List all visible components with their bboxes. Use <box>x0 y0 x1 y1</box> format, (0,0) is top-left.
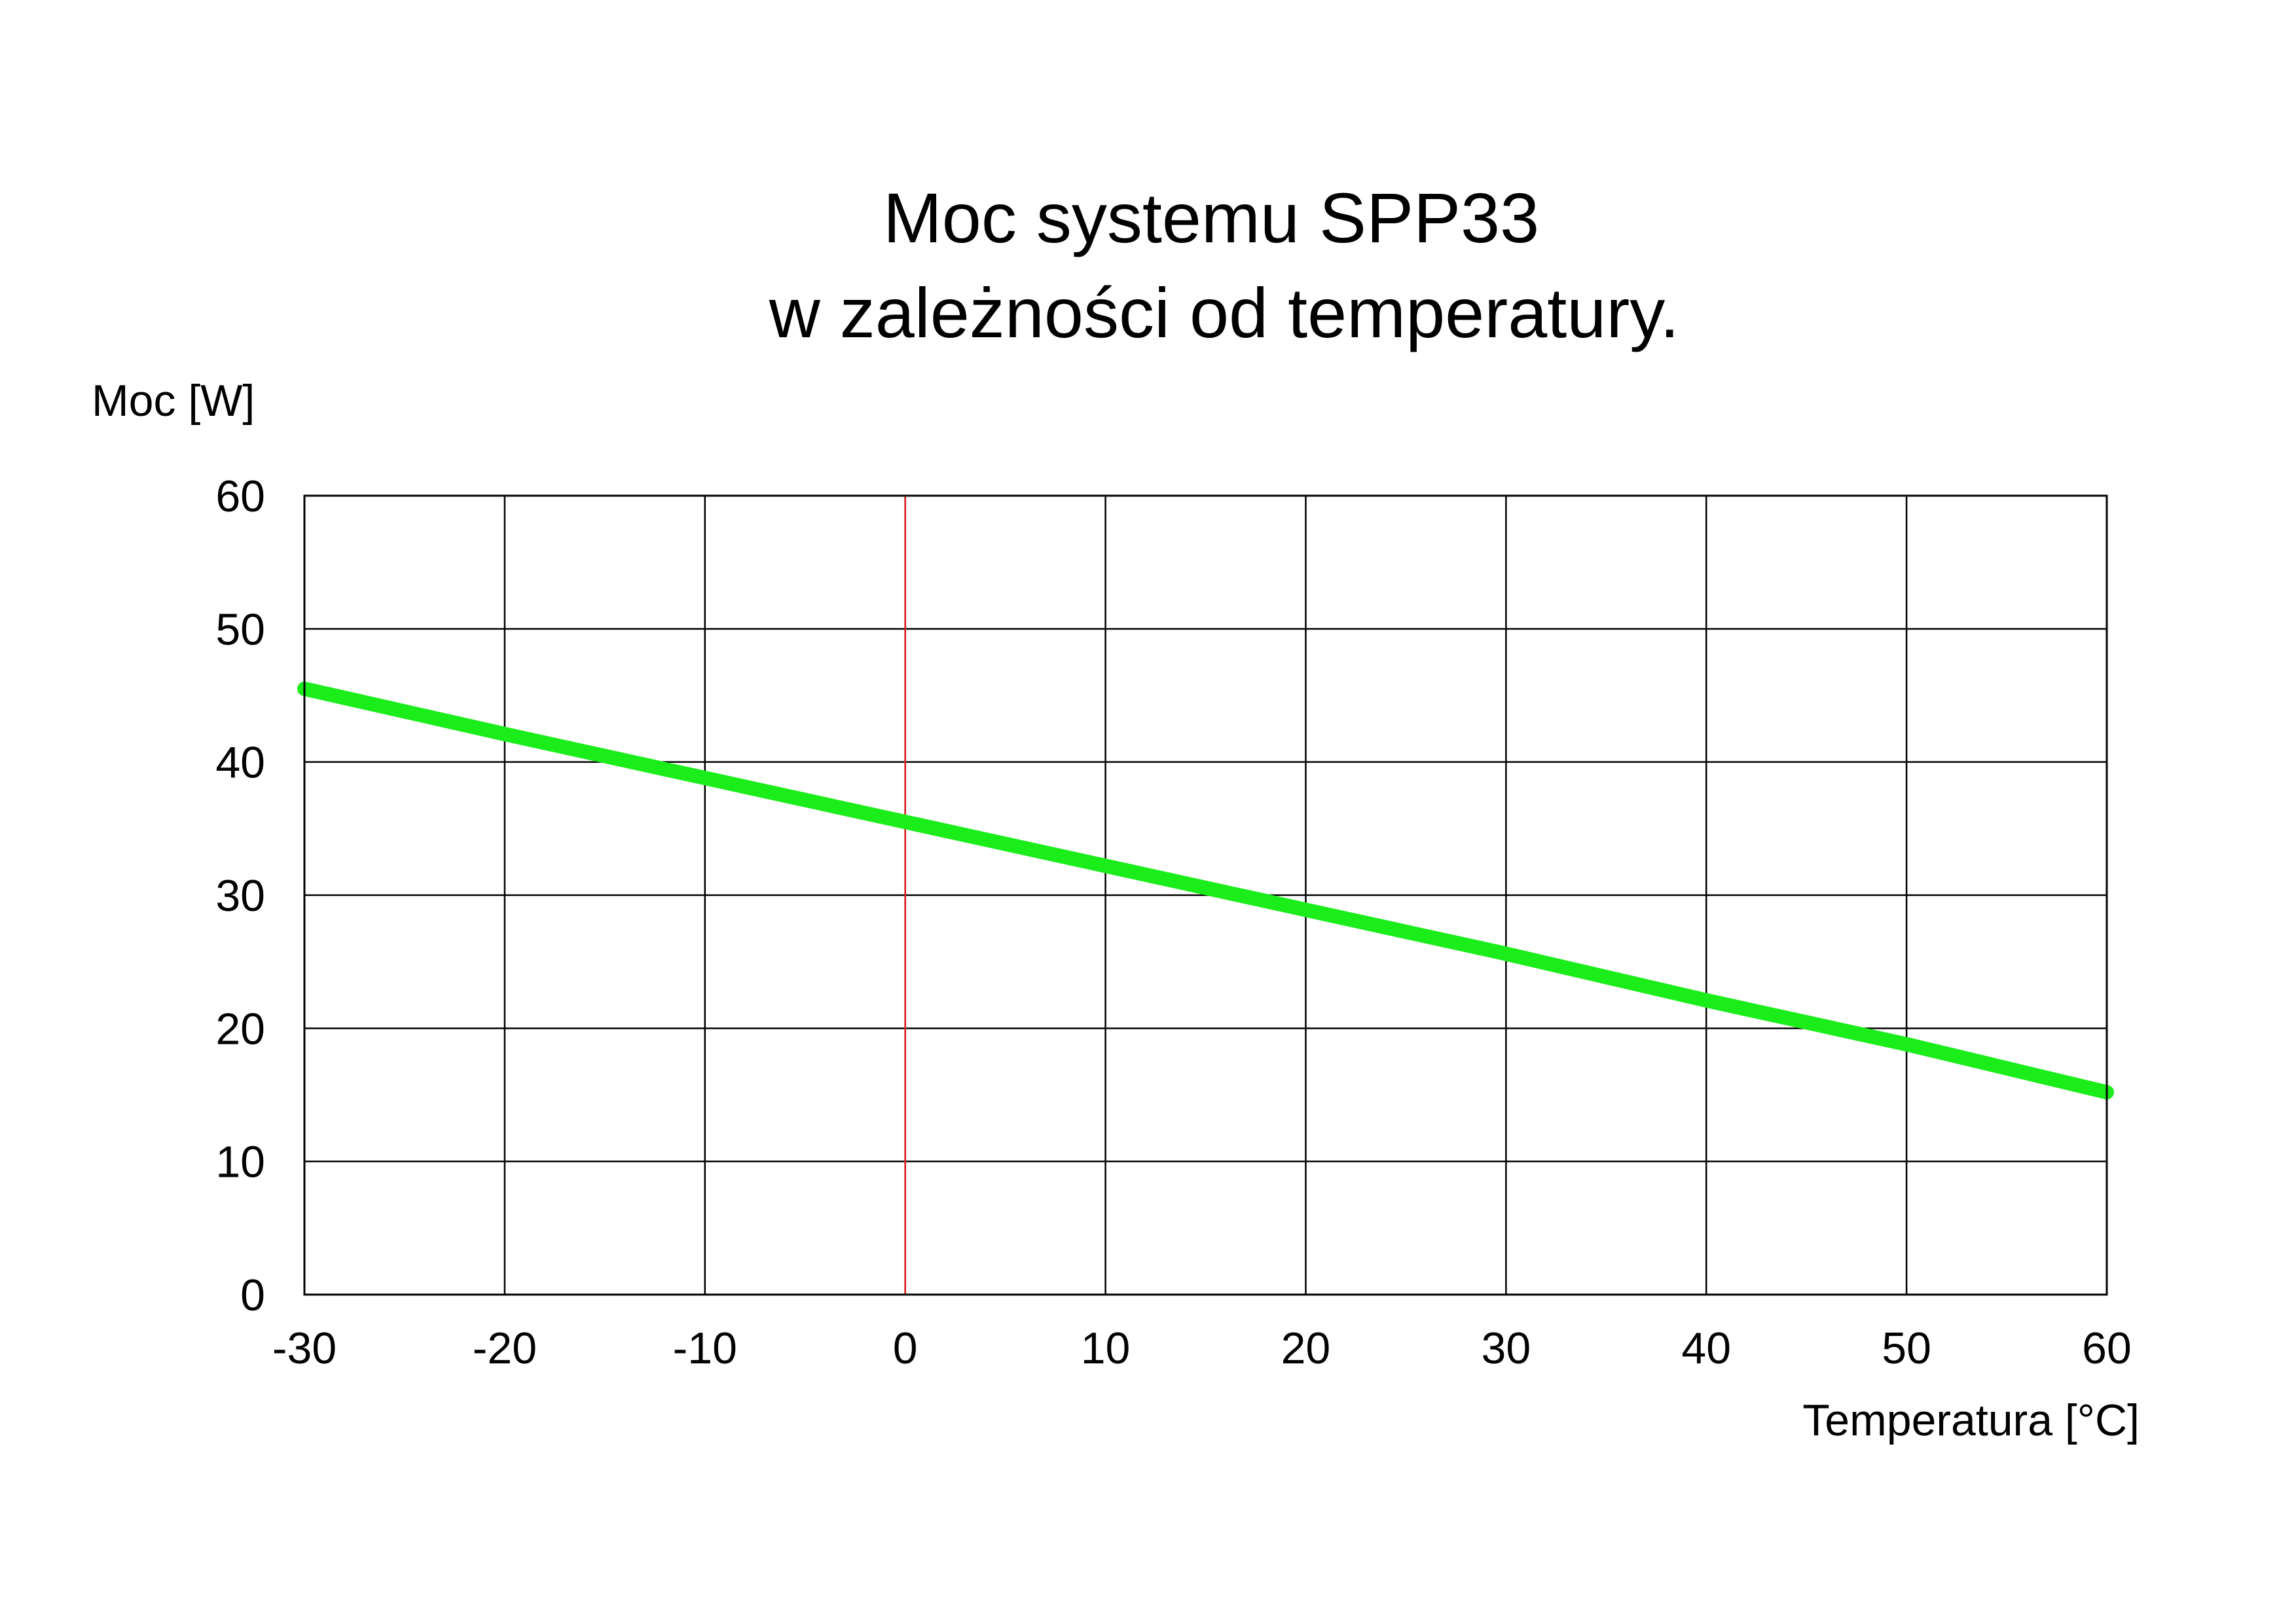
y-tick-labels: 0 10 20 30 40 50 60 <box>215 471 265 1320</box>
series-line <box>297 681 2114 1099</box>
plot-frame <box>303 494 2108 1296</box>
x-tick-label: -30 <box>272 1323 337 1373</box>
y-tick-label: 20 <box>215 1004 265 1054</box>
series-group <box>297 681 2114 1099</box>
x-tick-label: 40 <box>1681 1323 1731 1373</box>
x-tick-label: 60 <box>2082 1323 2132 1373</box>
x-tick-label: 0 <box>893 1323 918 1373</box>
x-tick-label: 30 <box>1482 1323 1531 1373</box>
x-tick-label: 20 <box>1281 1323 1331 1373</box>
chart-title-line-2: w zależności od temperatury. <box>769 273 1680 352</box>
y-tick-label: 30 <box>215 871 265 921</box>
x-tick-label: -20 <box>473 1323 537 1373</box>
x-tick-label: 50 <box>1882 1323 1931 1373</box>
y-tick-label: 40 <box>215 738 265 788</box>
y-tick-label: 60 <box>215 471 265 521</box>
chart-title-line-1: Moc systemu SPP33 <box>883 178 1539 257</box>
y-tick-label: 0 <box>240 1270 265 1320</box>
y-tick-label: 50 <box>215 604 265 654</box>
y-tick-label: 10 <box>215 1137 265 1187</box>
x-tick-label: 10 <box>1081 1323 1131 1373</box>
x-axis-label: Temperatura [°C] <box>1802 1395 2140 1445</box>
x-tick-labels: -30 -20 -10 0 10 20 30 40 50 60 <box>272 1323 2132 1373</box>
x-tick-label: -10 <box>673 1323 737 1373</box>
y-axis-label: Moc [W] <box>92 376 255 426</box>
